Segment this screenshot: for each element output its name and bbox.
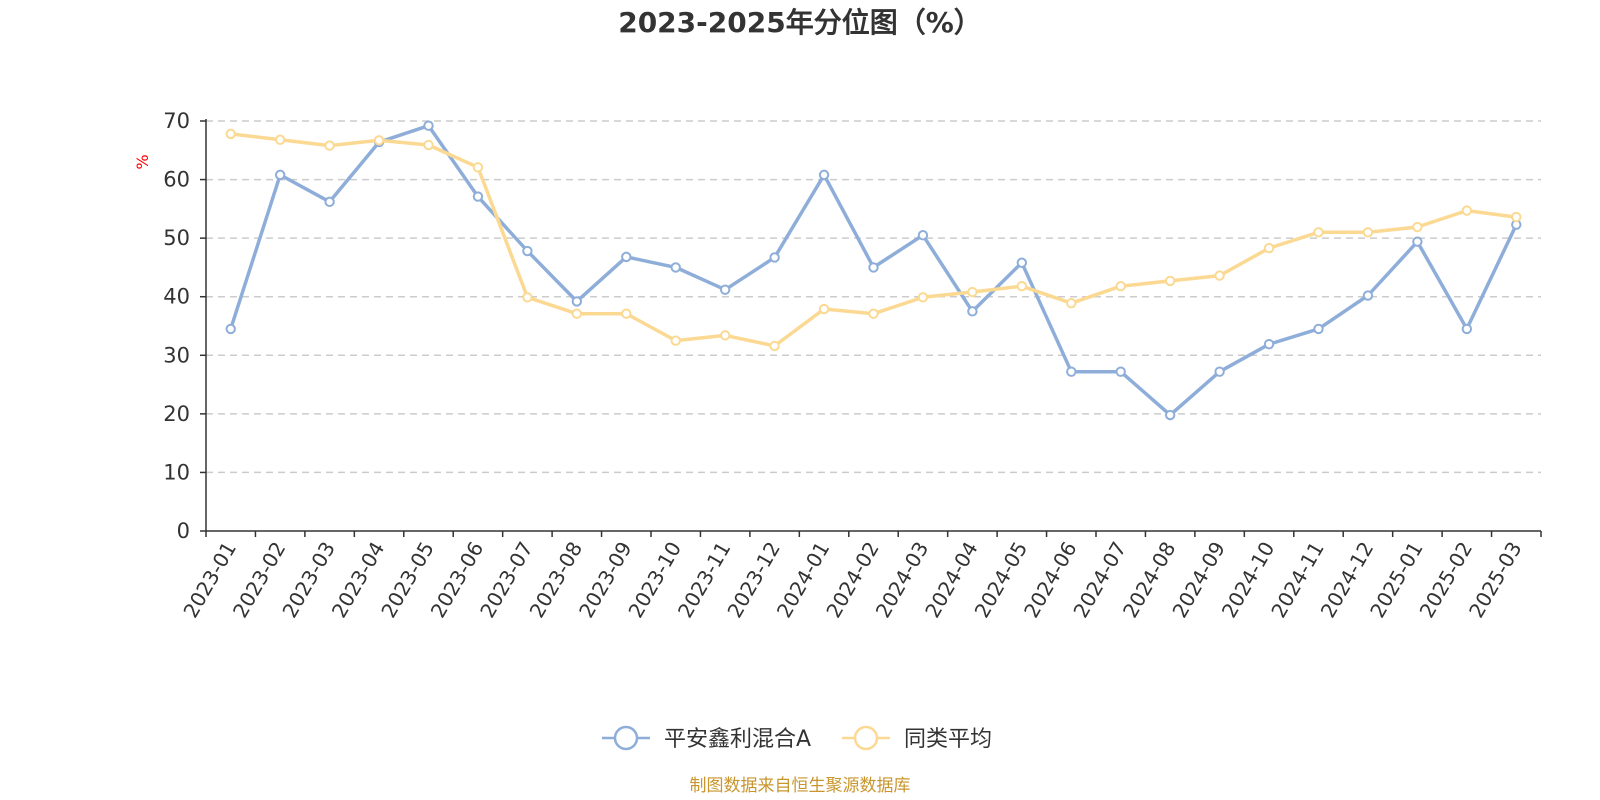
chart-title: 2023-2025年分位图（%） bbox=[618, 6, 982, 39]
data-point bbox=[670, 262, 681, 273]
data-point bbox=[1313, 227, 1324, 238]
data-point bbox=[917, 292, 929, 303]
data-point bbox=[472, 162, 484, 173]
data-point bbox=[571, 308, 583, 319]
data-point bbox=[818, 169, 830, 181]
data-point bbox=[522, 292, 533, 303]
y-tick-label: 40 bbox=[163, 285, 190, 309]
data-point bbox=[423, 120, 434, 131]
data-point bbox=[423, 139, 434, 151]
data-point bbox=[1164, 275, 1176, 287]
series-2 bbox=[225, 128, 1522, 352]
data-point bbox=[1214, 366, 1225, 377]
y-tick-label: 50 bbox=[163, 226, 190, 250]
axes: 0102030405060702023-012023-022023-032023… bbox=[163, 109, 1542, 622]
data-point bbox=[1066, 297, 1077, 309]
grid-lines bbox=[206, 120, 1541, 474]
data-point bbox=[274, 169, 286, 181]
data-point bbox=[225, 128, 236, 140]
data-point bbox=[1412, 221, 1423, 233]
data-point bbox=[522, 245, 533, 257]
data-point bbox=[274, 134, 286, 145]
data-point bbox=[769, 252, 780, 263]
data-point bbox=[1313, 323, 1324, 335]
data-point bbox=[1115, 366, 1126, 377]
y-tick-label: 20 bbox=[163, 402, 190, 426]
data-point bbox=[1016, 257, 1028, 268]
y-tick-label: 0 bbox=[177, 519, 190, 543]
data-point bbox=[1016, 280, 1028, 292]
data-point bbox=[472, 191, 484, 202]
y-tick-label: 60 bbox=[163, 168, 190, 192]
data-point bbox=[868, 308, 879, 319]
data-point bbox=[1511, 211, 1522, 223]
data-point bbox=[1066, 366, 1077, 377]
y-tick-label: 10 bbox=[163, 460, 190, 484]
legend-marker bbox=[853, 725, 879, 751]
data-point bbox=[1412, 236, 1423, 247]
y-tick-label: 30 bbox=[163, 343, 190, 367]
data-point bbox=[1461, 205, 1473, 216]
data-point bbox=[868, 262, 879, 273]
data-point bbox=[670, 335, 681, 346]
legend-item-1: 平安鑫利混合A bbox=[602, 725, 811, 752]
legend-marker bbox=[613, 725, 639, 751]
data-point bbox=[621, 251, 632, 263]
data-point bbox=[373, 135, 385, 146]
data-point bbox=[1115, 280, 1126, 292]
data-point bbox=[818, 303, 830, 315]
data-point bbox=[621, 308, 632, 319]
data-point bbox=[324, 140, 335, 151]
legend-label: 同类平均 bbox=[904, 727, 992, 752]
legend: 平安鑫利混合A 同类平均 bbox=[602, 725, 992, 752]
data-point bbox=[571, 296, 583, 307]
data-point bbox=[967, 306, 978, 317]
series-lines bbox=[225, 120, 1522, 421]
legend-label: 平安鑫利混合A bbox=[664, 727, 811, 752]
data-point bbox=[719, 330, 731, 341]
data-point bbox=[1263, 338, 1275, 350]
data-point bbox=[719, 284, 731, 295]
data-point bbox=[1263, 242, 1275, 254]
data-point bbox=[967, 286, 978, 298]
legend-item-2: 同类平均 bbox=[842, 725, 992, 752]
data-point bbox=[1362, 290, 1374, 301]
series-1 bbox=[225, 120, 1522, 421]
data-point bbox=[1214, 270, 1225, 281]
data-point bbox=[1164, 409, 1176, 421]
data-point bbox=[1362, 227, 1374, 238]
data-point bbox=[917, 230, 929, 241]
data-point bbox=[324, 196, 335, 208]
data-point bbox=[225, 323, 236, 335]
source-note: 制图数据来自恒生聚源数据库 bbox=[690, 776, 911, 796]
data-point bbox=[1461, 323, 1473, 335]
data-point bbox=[769, 340, 780, 352]
y-axis-unit-label: % bbox=[133, 154, 152, 169]
y-tick-label: 70 bbox=[163, 109, 190, 133]
